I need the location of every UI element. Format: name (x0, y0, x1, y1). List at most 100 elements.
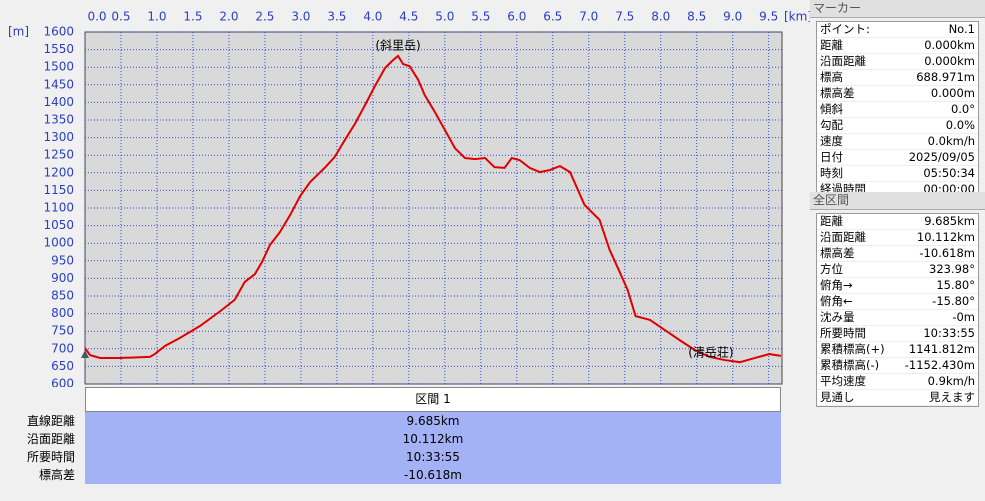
row-value: 1141.812m (908, 342, 975, 356)
info-row: 勾配 0.0% (817, 118, 978, 134)
panel-header: マーカー (810, 0, 985, 18)
x-tick-label: 5.5 (471, 10, 490, 24)
row-value: 9.685km (85, 412, 781, 430)
row-label: 俯角→ (820, 278, 853, 292)
info-row: 速度 0.0km/h (817, 134, 978, 150)
row-label: 方位 (820, 262, 843, 276)
row-value: 0.0km/h (927, 134, 975, 148)
row-label: 累積標高(+) (820, 342, 885, 356)
row-label: 沿面距離 (26, 432, 75, 446)
row-label: 見通し (820, 390, 855, 404)
info-row: 傾斜 0.0° (817, 102, 978, 118)
panel-header: 全区間 (810, 192, 985, 210)
row-label: 距離 (820, 214, 843, 228)
y-tick-label: 650 (51, 359, 74, 373)
x-tick-label: 2.0 (219, 10, 238, 24)
info-row: 俯角→ 15.80° (817, 278, 978, 294)
x-tick-label: 0.5 (111, 10, 130, 24)
row-value: 9.685km (924, 214, 975, 228)
x-tick-label: 5.0 (435, 10, 454, 24)
section-panel: 区間 1 直線距離 9.685km 沿面距離 10.112km 所要時間 10:33:55… (0, 387, 790, 484)
row-label: 所要時間 (26, 450, 75, 464)
marker-panel: マーカー ポイント: No.1 距離 0.000km 沿面距離 0.000km 標高 688.… (810, 0, 985, 202)
info-row: 累積標高(-) -1152.430m (817, 358, 978, 374)
row-label: 傾斜 (820, 102, 843, 116)
row-value: 2025/09/05 (908, 150, 975, 164)
row-label: 日付 (820, 150, 843, 164)
row-label: 標高差 (38, 468, 75, 482)
profile-line (84, 54, 782, 364)
y-unit: [m] (8, 25, 29, 39)
y-tick-label: 1100 (43, 201, 74, 215)
x-tick-label: 6.5 (543, 10, 562, 24)
row-value: -15.80° (932, 294, 975, 308)
x-tick-label: 8.5 (687, 10, 706, 24)
row-value: 323.98° (929, 262, 975, 276)
row-label: 沈み量 (820, 310, 855, 324)
chart: [m] [km] 600 650 700 750 800 850 900 950 1000 105… (8, 10, 810, 388)
info-row: 標高差 -10.618m (817, 246, 978, 262)
x-tick-label: 4.0 (363, 10, 382, 24)
row-value: 0.0° (950, 102, 975, 116)
x-tick-label: 9.5 (759, 10, 778, 24)
info-row: 俯角← -15.80° (817, 294, 978, 310)
row-label: 俯角← (820, 294, 853, 308)
row-label: 沿面距離 (820, 54, 866, 68)
row-value: 15.80° (936, 278, 975, 292)
row-value: 見えます (929, 390, 975, 404)
marker-table: ポイント: No.1 距離 0.000km 沿面距離 0.000km 標高 688.971m 標… (816, 21, 979, 199)
x-tick-label: 3.0 (291, 10, 310, 24)
info-row: 所要時間 10:33:55 (817, 326, 978, 342)
row-label: 標高差 (820, 86, 855, 100)
x-tick-label: 3.5 (327, 10, 346, 24)
x-tick-label: 1.0 (147, 10, 166, 24)
row-value: -10.618m (919, 246, 975, 260)
section-header: 区間 1 (85, 387, 781, 412)
x-tick-label: 6.0 (507, 10, 526, 24)
row-value: 10.112km (916, 230, 975, 244)
annotation: (清岳荘) (688, 346, 733, 360)
info-row: 沿面距離 10.112km (817, 230, 978, 246)
info-row: 方位 323.98° (817, 262, 978, 278)
y-tick-label: 1500 (43, 60, 74, 74)
x-tick-label: 0.0 (87, 10, 106, 24)
y-tick-label: 700 (51, 341, 74, 355)
row-label: 累積標高(-) (820, 358, 880, 372)
row-value: 10:33:55 (923, 326, 975, 340)
section-row: 標高差 -10.618m (0, 466, 790, 484)
row-label: 距離 (820, 38, 843, 52)
row-value: 10.112km (85, 430, 781, 448)
y-tick-label: 1600 (43, 25, 74, 39)
row-label: ポイント: (820, 22, 870, 36)
info-row: 距離 9.685km (817, 214, 978, 230)
y-tick-label: 900 (51, 271, 74, 285)
row-label: 直線距離 (26, 414, 75, 428)
row-label: 標高 (820, 70, 843, 84)
row-value: -0m (952, 310, 975, 324)
y-tick-label: 1150 (43, 183, 74, 197)
row-value: -10.618m (85, 466, 781, 484)
row-value: No.1 (948, 22, 975, 36)
total-table: 距離 9.685km 沿面距離 10.112km 標高差 -10.618m 方位 323.98… (816, 213, 979, 407)
info-row: 距離 0.000km (817, 38, 978, 54)
row-value: 0.9km/h (927, 374, 975, 388)
x-tick-label: 1.5 (183, 10, 202, 24)
info-row: 標高差 0.000m (817, 86, 978, 102)
section-row: 直線距離 9.685km (0, 412, 790, 430)
y-tick-label: 950 (51, 253, 74, 267)
row-value: 0.000km (924, 38, 975, 52)
info-row: 沈み量 -0m (817, 310, 978, 326)
row-label: 標高差 (820, 246, 855, 260)
info-row: 時刻 05:50:34 (817, 166, 978, 182)
row-label: 沿面距離 (820, 230, 866, 244)
row-value: 0.0% (945, 118, 975, 132)
row-label: 勾配 (820, 118, 843, 132)
x-tick-label: 2.5 (255, 10, 274, 24)
x-tick-label: 7.5 (615, 10, 634, 24)
y-tick-label: 1250 (43, 148, 74, 162)
y-tick-label: 1550 (43, 42, 74, 56)
row-label: 平均速度 (820, 374, 866, 388)
row-value: 688.971m (916, 70, 975, 84)
info-row: 標高 688.971m (817, 70, 978, 86)
